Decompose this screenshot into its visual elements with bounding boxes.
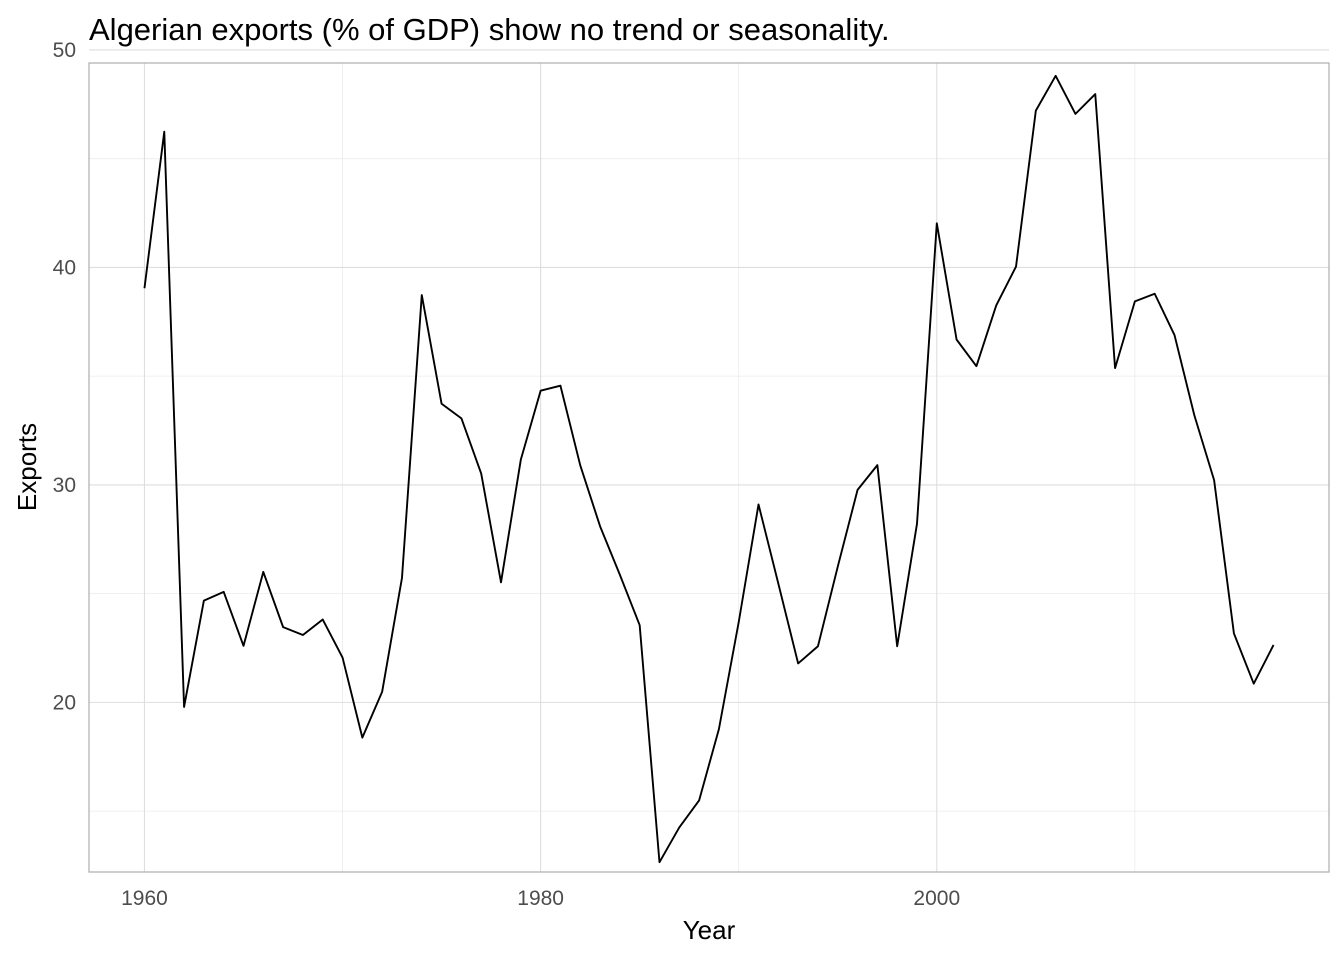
x-tick-label: 1980 <box>517 887 564 910</box>
x-axis-label: Year <box>683 915 736 945</box>
chart-title: Algerian exports (% of GDP) show no tren… <box>89 12 890 47</box>
y-axis-label: Exports <box>12 423 42 511</box>
x-axis-ticks: 1960 1980 2000 <box>121 887 960 910</box>
y-tick-label: 30 <box>53 474 76 497</box>
y-axis-ticks: 20 30 40 50 <box>53 39 76 714</box>
plot-panel-border <box>88 62 1330 873</box>
series-line <box>143 74 1275 864</box>
gridlines <box>89 49 1329 872</box>
y-tick-label: 50 <box>53 39 76 62</box>
y-tick-label: 20 <box>53 691 76 714</box>
x-tick-label: 2000 <box>913 887 960 910</box>
series-layer <box>143 74 1275 864</box>
y-tick-label: 40 <box>53 256 76 279</box>
x-tick-label: 1960 <box>121 887 168 910</box>
